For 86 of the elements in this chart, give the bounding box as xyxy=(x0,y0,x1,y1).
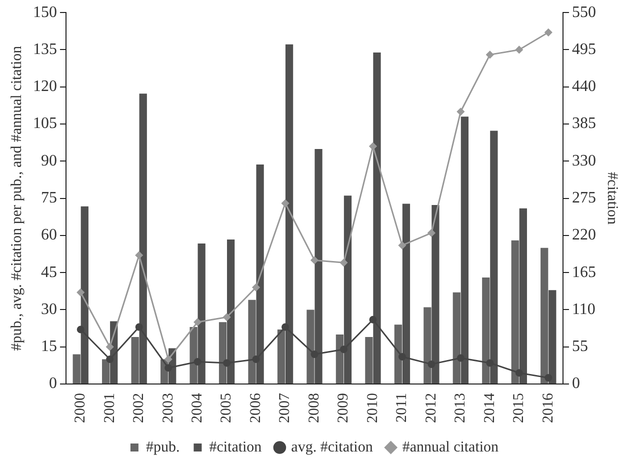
point xyxy=(135,252,143,259)
point xyxy=(135,323,143,331)
x-tick-label: 2005 xyxy=(218,393,235,423)
y2-axis-title: #citation xyxy=(604,172,620,226)
y2-tick-label: 220 xyxy=(572,226,596,244)
y-tick-label: 120 xyxy=(33,78,57,96)
y-tick-label: 30 xyxy=(41,300,57,318)
point xyxy=(164,364,172,372)
point xyxy=(486,50,494,58)
y2-tick-label: 275 xyxy=(572,190,596,207)
point xyxy=(515,369,523,377)
y-tick-label: 90 xyxy=(41,152,57,170)
point xyxy=(252,355,260,363)
y2-tick-label: 110 xyxy=(572,300,596,318)
point xyxy=(398,353,406,361)
point xyxy=(340,258,348,266)
point xyxy=(76,326,84,334)
point xyxy=(223,359,231,367)
y-tick-label: 75 xyxy=(41,190,57,207)
point xyxy=(428,229,436,237)
x-tick-label: 2009 xyxy=(336,393,352,423)
bar xyxy=(365,336,373,384)
bar xyxy=(394,324,402,384)
point xyxy=(486,359,494,367)
point xyxy=(544,28,552,36)
x-tick-label: 2011 xyxy=(394,393,410,422)
y-axis-title: #pub., avg. #citation per pub., and #annual citation xyxy=(8,45,25,351)
x-tick-label: 2016 xyxy=(540,392,556,423)
y2-tick-label: 385 xyxy=(572,115,596,132)
point xyxy=(194,358,202,366)
x-tick-label: 2013 xyxy=(452,393,469,423)
x-tick-label: 2006 xyxy=(248,392,264,423)
point xyxy=(223,313,231,321)
y-tick-label: 15 xyxy=(41,338,57,356)
y-tick-label: 45 xyxy=(41,264,57,281)
y2-tick-label: 440 xyxy=(572,78,596,96)
y2-tick-label: 165 xyxy=(572,264,596,281)
y2-tick-label: 495 xyxy=(572,40,596,58)
point xyxy=(282,323,290,331)
x-tick-label: 2000 xyxy=(72,393,89,423)
bar xyxy=(131,336,139,384)
x-tick-label: 2003 xyxy=(160,393,176,423)
y-tick-label: 150 xyxy=(33,4,57,21)
y-tick-label: 60 xyxy=(41,226,57,244)
bar xyxy=(306,310,314,384)
legend-label: #annual citation xyxy=(402,439,500,456)
point xyxy=(369,316,377,324)
y2-tick-label: 55 xyxy=(572,338,588,356)
x-tick-label: 2002 xyxy=(131,393,148,423)
x-tick-label: 2001 xyxy=(102,393,118,423)
point xyxy=(544,374,552,382)
point xyxy=(310,256,318,264)
x-tick-label: 2004 xyxy=(189,392,206,423)
point xyxy=(76,288,84,296)
bar xyxy=(72,354,80,384)
point xyxy=(340,346,348,354)
x-tick-label: 2012 xyxy=(423,393,440,423)
x-tick-label: 2010 xyxy=(364,393,381,423)
point xyxy=(398,242,406,250)
y-tick-label: 0 xyxy=(49,375,57,392)
point xyxy=(106,343,114,351)
x-tick-label: 2007 xyxy=(277,392,294,423)
y2-tick-label: 550 xyxy=(572,4,596,21)
point xyxy=(428,360,436,368)
point xyxy=(252,284,260,292)
point xyxy=(282,200,290,207)
point xyxy=(456,108,464,116)
y2-tick-label: 0 xyxy=(572,375,580,392)
legend-label: avg. #citation xyxy=(291,439,374,456)
point xyxy=(369,142,377,150)
x-tick-label: 2008 xyxy=(306,393,322,423)
point xyxy=(194,318,202,326)
y2-tick-label: 330 xyxy=(572,152,596,170)
x-tick-label: 2015 xyxy=(511,393,528,423)
point xyxy=(310,350,318,358)
point xyxy=(106,355,114,363)
point xyxy=(515,46,523,54)
x-tick-label: 2014 xyxy=(482,392,498,423)
y-tick-label: 135 xyxy=(33,40,57,58)
point xyxy=(456,354,464,362)
legend-label: #citation xyxy=(209,439,262,456)
bar xyxy=(336,334,344,384)
bar xyxy=(277,330,286,384)
y-tick-label: 105 xyxy=(33,115,57,132)
legend-label: #pub. xyxy=(146,439,180,456)
point xyxy=(164,355,172,363)
